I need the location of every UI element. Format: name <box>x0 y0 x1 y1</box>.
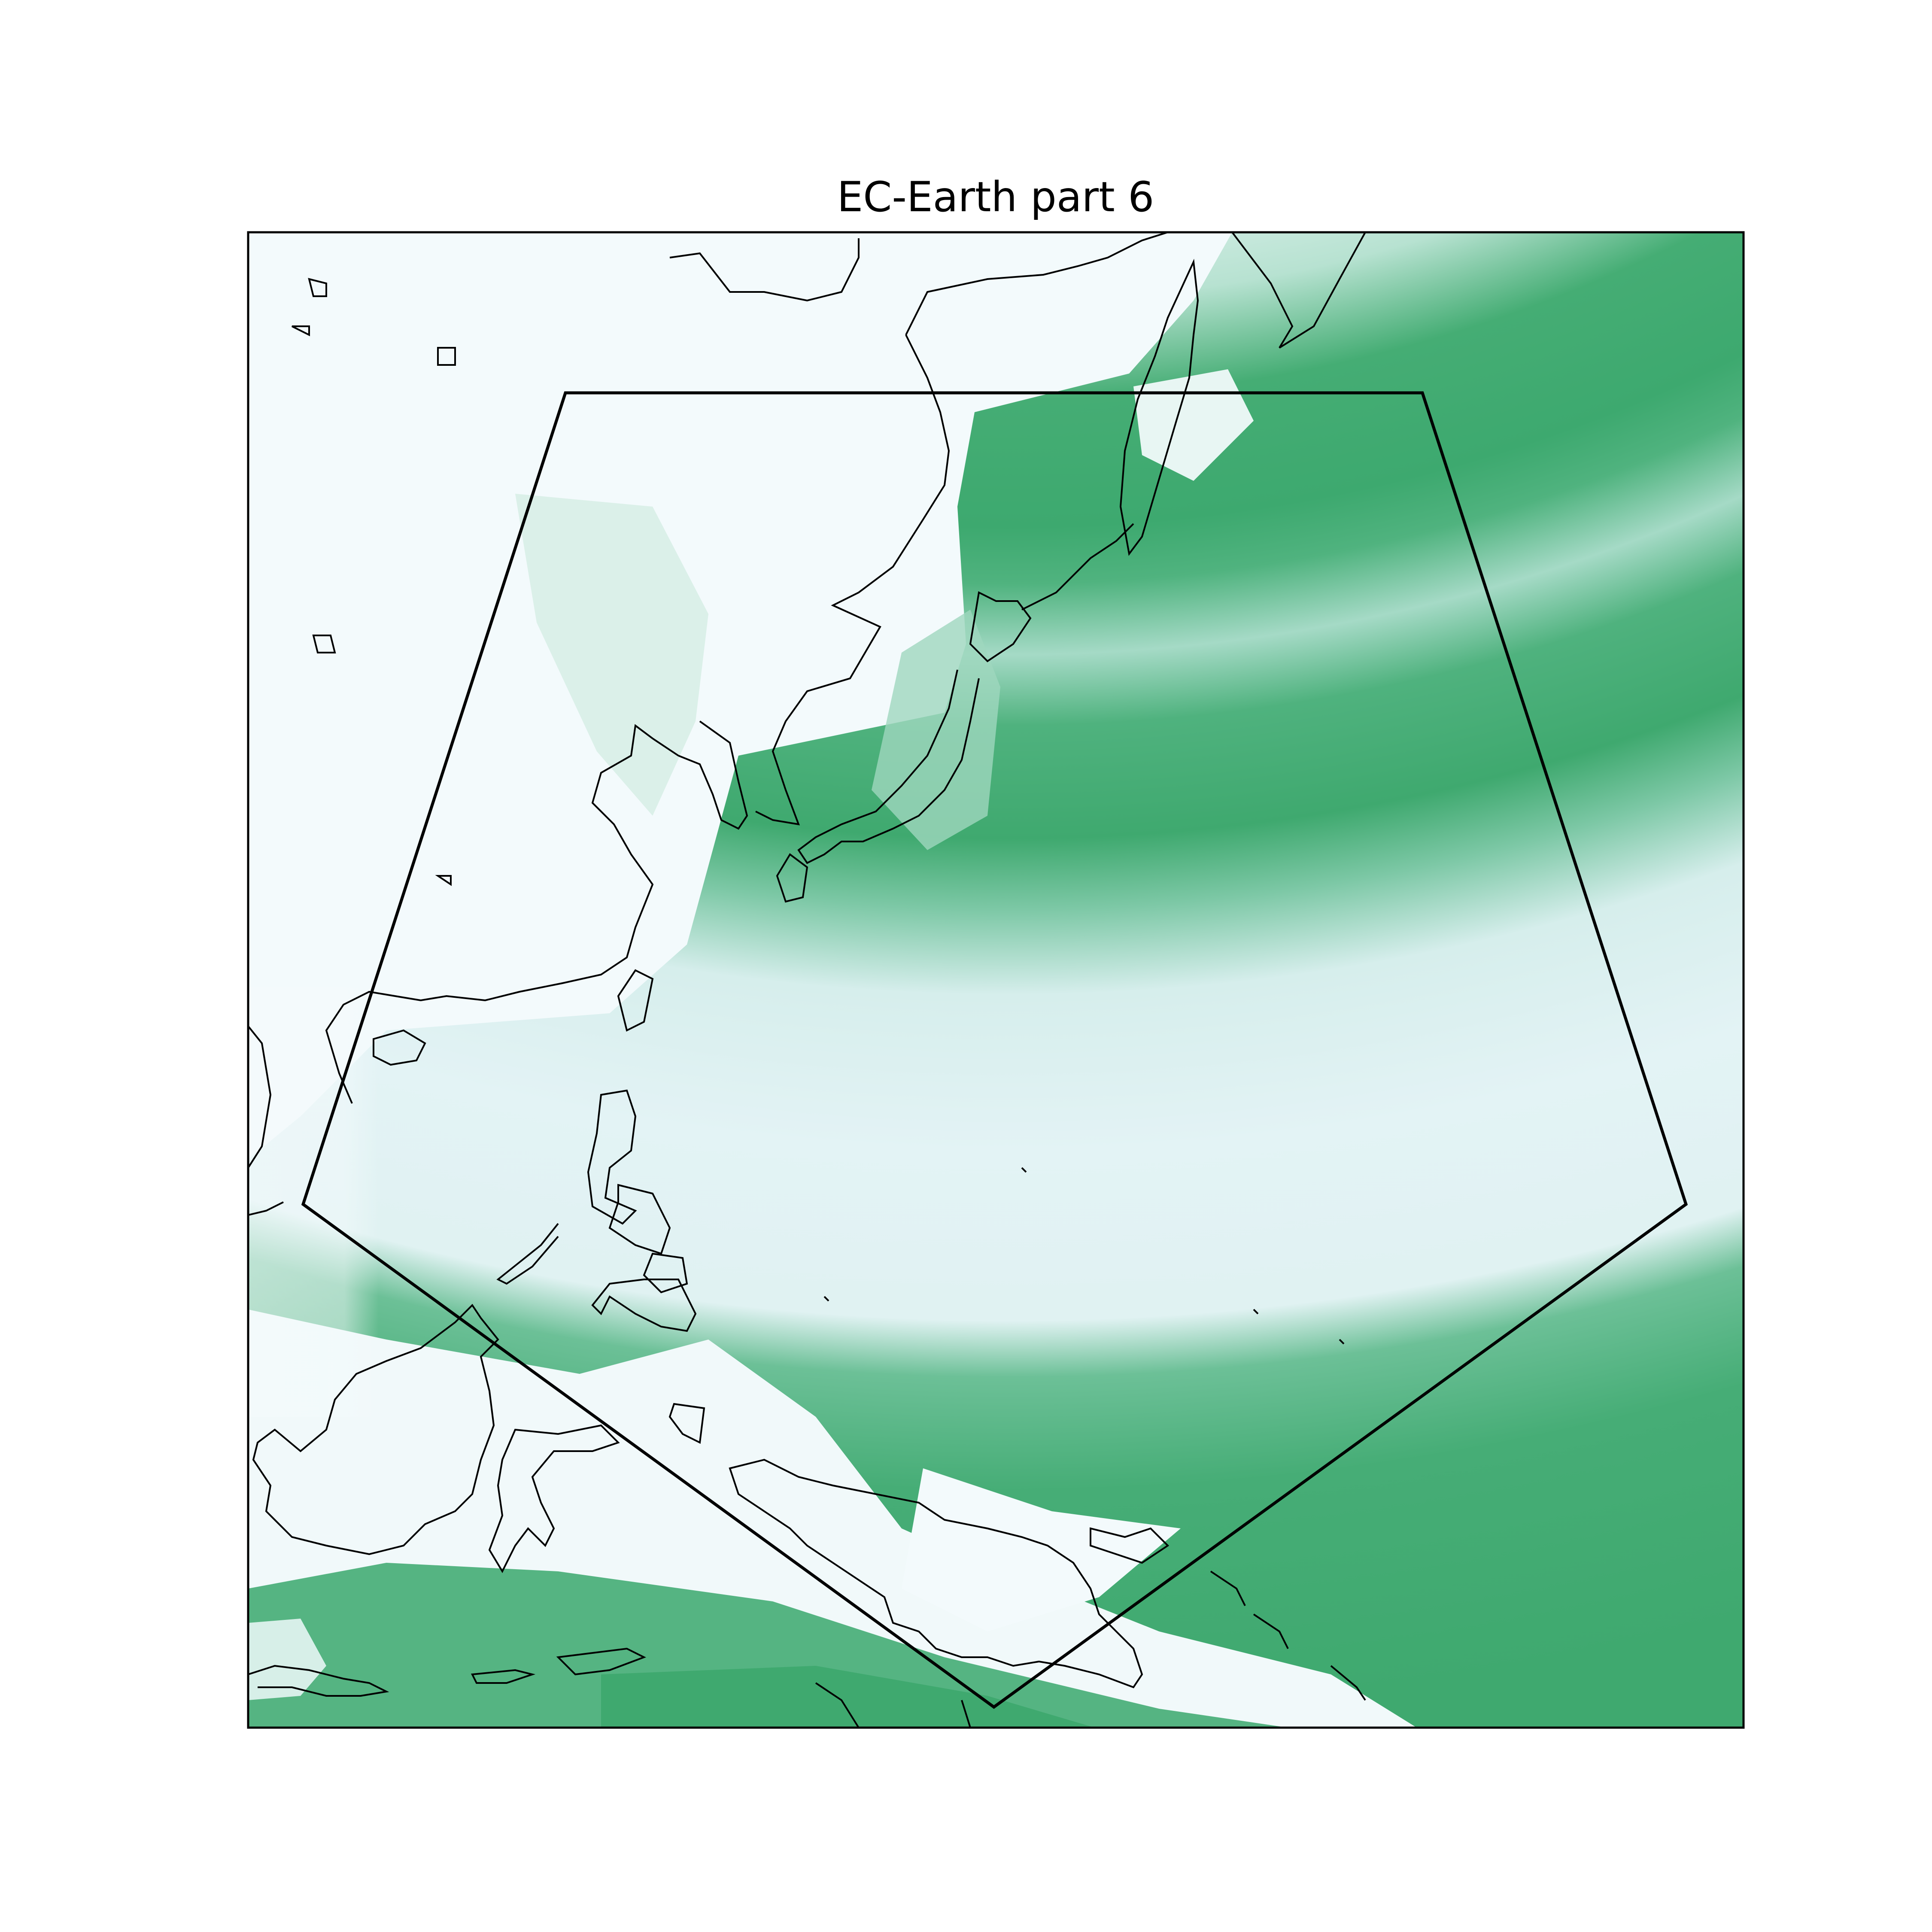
coastline-japan-honshu <box>797 669 980 864</box>
coastline-solomons <box>1210 1571 1366 1701</box>
coastline-borneo <box>252 1303 499 1555</box>
coastline-japan-hokkaido <box>969 591 1032 662</box>
coastline-asia-north <box>669 232 1168 826</box>
coastline-new-britain <box>1090 1527 1170 1564</box>
coastline-luzon <box>587 1089 637 1225</box>
map-title: EC-Earth part 6 <box>837 173 1154 221</box>
coastline-korea <box>678 720 748 830</box>
light-green-patch <box>515 494 708 816</box>
dry-continent-area <box>248 232 1232 1159</box>
coastline-visayas <box>608 1184 688 1294</box>
coastline-mindanao <box>591 1279 697 1332</box>
okhotsk-pale-area <box>1133 369 1254 481</box>
coastline-kurils <box>1021 523 1134 611</box>
coastline-halmahera <box>668 1403 705 1444</box>
coastline-japan-kyushu <box>776 853 808 903</box>
coastline-hainan <box>373 1029 426 1066</box>
coastline-taiwan <box>617 969 654 1032</box>
japan-sea-area <box>872 610 1000 850</box>
coastline-china <box>325 724 679 1104</box>
new-guinea-pale <box>902 1468 1181 1631</box>
coastline-sulawesi <box>488 1424 620 1574</box>
coastline-small-islands <box>292 278 1345 1345</box>
coastline-indochina <box>248 1025 284 1216</box>
coastlines <box>248 232 1366 1728</box>
southern-green-core <box>601 1666 1095 1728</box>
map-panel <box>248 232 1744 1728</box>
southern-green-band <box>248 1563 1288 1728</box>
coastline-kamchatka <box>1231 232 1366 349</box>
coastline-java <box>248 1665 389 1697</box>
west-fade <box>248 987 592 1417</box>
coastline-new-guinea <box>729 1458 1143 1689</box>
sw-pale-patch <box>248 1619 326 1700</box>
coastline-timor <box>471 1647 646 1684</box>
coastline-palawan <box>496 1223 559 1285</box>
coastline-australia <box>815 1682 971 1728</box>
map-frame <box>247 231 1745 1729</box>
coastline-sakhalin <box>1119 258 1199 556</box>
region-polygon <box>301 391 1688 1709</box>
